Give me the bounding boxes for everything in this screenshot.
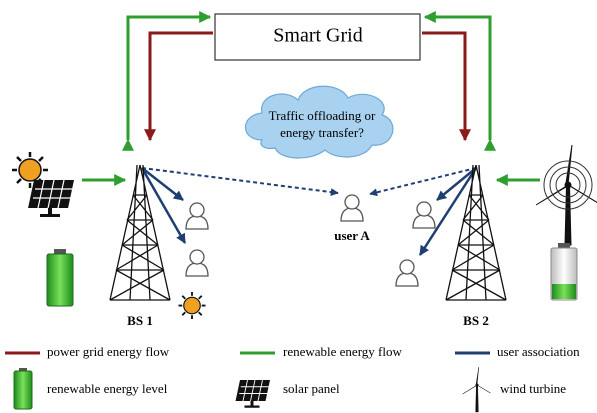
user-icon	[186, 250, 208, 276]
legend: power grid energy flow renewable energy …	[5, 292, 580, 412]
smart-grid: Smart Grid	[215, 14, 420, 60]
power-flow-arrows-part	[425, 17, 490, 140]
smart-grid-label: Smart Grid	[273, 25, 362, 47]
user-a-label: user A	[334, 228, 370, 243]
power-flow-arrows-part	[422, 33, 465, 140]
legend-part	[463, 367, 491, 412]
legend-part	[14, 371, 32, 409]
legend-label: renewable energy level	[47, 381, 168, 396]
cloud-text: energy transfer?	[280, 125, 364, 140]
power-flow-arrows-part	[150, 33, 213, 140]
battery-low-part	[552, 284, 576, 299]
legend-part-part	[236, 380, 270, 408]
diagram: Smart Grid Traffic offloading or energy …	[0, 0, 597, 413]
battery-low-part	[558, 243, 570, 248]
user-icon	[396, 260, 418, 286]
user-icon	[186, 203, 208, 229]
association-arrows-part	[142, 168, 338, 193]
battery-full-part	[54, 249, 66, 254]
power-flow-arrows-part	[128, 17, 210, 140]
battery-low	[551, 243, 577, 300]
user-icon	[341, 195, 363, 221]
legend-part	[236, 380, 270, 408]
wind-turbine	[536, 145, 597, 245]
cloud-text: Traffic offloading or	[269, 108, 376, 123]
legend-label: wind turbine	[500, 381, 566, 396]
legend-label: solar panel	[283, 381, 340, 396]
battery-full	[47, 249, 73, 306]
legend-label: power grid energy flow	[47, 344, 170, 359]
solar-panel	[28, 180, 74, 217]
user-icon	[413, 202, 435, 228]
legend-label: renewable energy flow	[283, 344, 402, 359]
legend-label: user association	[497, 344, 580, 359]
legend-part-part	[463, 367, 491, 412]
bs2-label: BS 2	[463, 313, 489, 328]
battery-full-part	[47, 254, 73, 306]
cloud: Traffic offloading or energy transfer?	[246, 86, 393, 158]
bs1-tower	[110, 165, 170, 300]
legend-part	[179, 292, 206, 319]
bs1-label: BS 1	[127, 313, 153, 328]
